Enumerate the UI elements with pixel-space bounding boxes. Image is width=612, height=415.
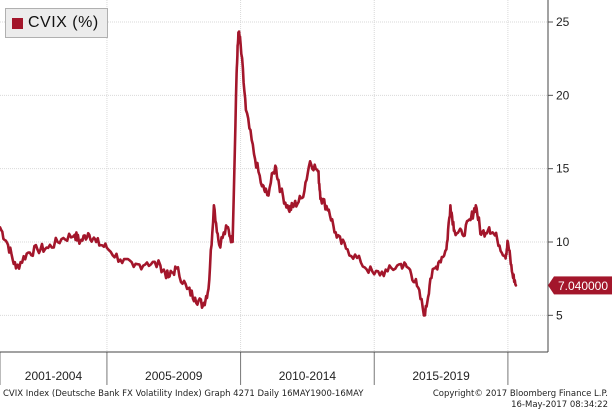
y-tick-label: 5 bbox=[556, 308, 563, 322]
last-value-pointer bbox=[548, 276, 554, 295]
x-tick-label: 2005-2009 bbox=[145, 369, 203, 383]
copyright-text: Copyright© 2017 Bloomberg Finance L.P. bbox=[432, 389, 608, 399]
y-tick-label: 20 bbox=[556, 88, 570, 102]
y-tick-label: 25 bbox=[556, 15, 570, 29]
series-layer bbox=[0, 30, 518, 317]
cvix-series-line bbox=[0, 30, 518, 317]
x-tick-label: 2010-2014 bbox=[279, 369, 337, 383]
footer-description: CVIX Index (Deutsche Bank FX Volatility … bbox=[3, 389, 364, 399]
legend-swatch bbox=[12, 17, 23, 29]
last-value-tag bbox=[554, 276, 612, 295]
gridlines bbox=[0, 0, 548, 352]
x-tick-label: 2015-2019 bbox=[412, 369, 470, 383]
x-tick-label: 2001-2004 bbox=[25, 369, 83, 383]
axis-labels: 5 10 15 20 25 2001-2004 2005-2009 2010-2014 2015… bbox=[25, 15, 612, 383]
last-value-label: 7.040000 bbox=[558, 279, 608, 293]
footer: CVIX Index (Deutsche Bank FX Volatility … bbox=[0, 386, 612, 415]
y-tick-label: 15 bbox=[556, 162, 570, 176]
legend-label: CVIX (%) bbox=[28, 14, 99, 31]
legend: CVIX (%) bbox=[5, 8, 108, 38]
footer-copyright: Copyright© 2017 Bloomberg Finance L.P. 1… bbox=[433, 389, 608, 411]
cvix-line-chart: 5 10 15 20 25 2001-2004 2005-2009 2010-2014 2015… bbox=[0, 0, 612, 385]
axes bbox=[0, 0, 553, 385]
y-tick-label: 10 bbox=[556, 235, 570, 249]
timestamp-text: 16-May-2017 08:34:22 bbox=[511, 400, 608, 410]
